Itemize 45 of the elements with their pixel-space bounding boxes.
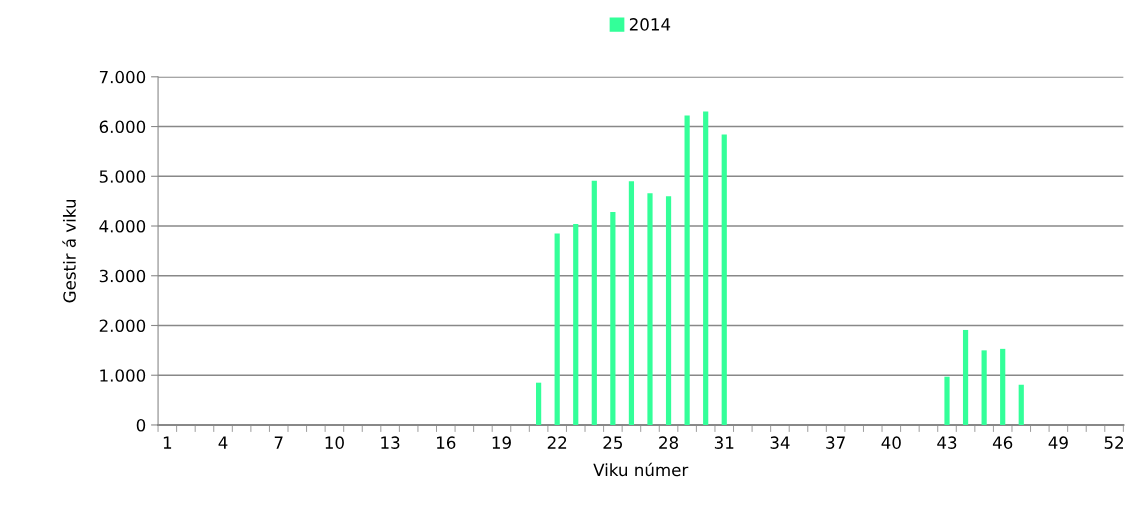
bar: [647, 193, 653, 425]
bar: [962, 329, 969, 425]
bar: [591, 180, 597, 425]
x-axis-title: Viku númer: [593, 462, 689, 477]
bar: [554, 233, 560, 425]
x-tick-label: 28: [659, 436, 679, 449]
x-tick-label: 16: [437, 436, 456, 449]
y-tick-label: 2.000: [99, 319, 146, 333]
bar: [944, 376, 950, 425]
bar: [721, 134, 727, 425]
x-tick-label: 19: [492, 436, 511, 449]
bar: [536, 382, 542, 425]
bar: [665, 196, 672, 425]
y-tick-label: 7.000: [99, 70, 146, 84]
y-tick-label: 3.000: [99, 269, 146, 283]
bar: [684, 115, 690, 425]
x-tick-label: 4: [218, 436, 228, 449]
x-tick-label: 13: [381, 436, 400, 449]
y-tick-label: 4.000: [99, 219, 146, 233]
x-tick-label: 31: [714, 436, 734, 449]
x-tick-label: 10: [325, 436, 344, 449]
x-tick-label: 22: [547, 436, 567, 449]
bar: [703, 111, 709, 425]
y-axis-title: Gestir á viku: [62, 199, 76, 303]
x-tick-label: 52: [1104, 436, 1124, 449]
x-tick-label: 49: [1048, 436, 1068, 449]
x-tick-label: 25: [603, 436, 623, 449]
y-tick-label: 0: [136, 418, 146, 432]
x-tick-label: 40: [881, 436, 901, 449]
bar: [1018, 384, 1024, 425]
bar: [628, 181, 635, 425]
x-tick-label: 34: [770, 436, 790, 449]
x-tick-label: 43: [937, 436, 957, 449]
y-tick-label: 6.000: [99, 120, 146, 134]
bar: [610, 212, 616, 425]
bar: [1000, 348, 1006, 425]
x-tick-label: 37: [826, 436, 845, 449]
y-tick-label: 5.000: [99, 170, 146, 183]
y-tick-label: 1.000: [100, 369, 146, 382]
legend-label: 2014: [629, 18, 671, 31]
x-tick-label: 7: [274, 436, 283, 449]
x-tick-label: 46: [992, 436, 1013, 449]
bar: [573, 224, 579, 425]
x-tick-label: 1: [163, 436, 172, 449]
bar: [981, 350, 987, 425]
